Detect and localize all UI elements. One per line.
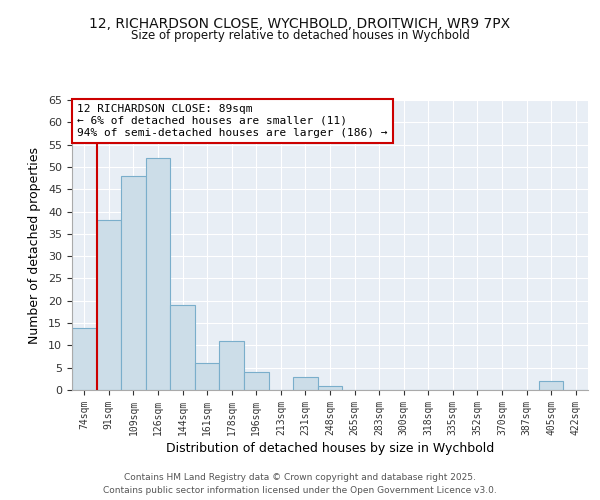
- Bar: [121, 176, 146, 390]
- Bar: [244, 372, 269, 390]
- Bar: [170, 305, 195, 390]
- Bar: [195, 363, 220, 390]
- Text: Contains HM Land Registry data © Crown copyright and database right 2025.
Contai: Contains HM Land Registry data © Crown c…: [103, 474, 497, 495]
- Bar: [97, 220, 121, 390]
- Bar: [72, 328, 97, 390]
- Text: Size of property relative to detached houses in Wychbold: Size of property relative to detached ho…: [131, 28, 469, 42]
- Bar: [293, 376, 318, 390]
- X-axis label: Distribution of detached houses by size in Wychbold: Distribution of detached houses by size …: [166, 442, 494, 455]
- Bar: [146, 158, 170, 390]
- Y-axis label: Number of detached properties: Number of detached properties: [28, 146, 41, 344]
- Text: 12 RICHARDSON CLOSE: 89sqm
← 6% of detached houses are smaller (11)
94% of semi-: 12 RICHARDSON CLOSE: 89sqm ← 6% of detac…: [77, 104, 388, 138]
- Text: 12, RICHARDSON CLOSE, WYCHBOLD, DROITWICH, WR9 7PX: 12, RICHARDSON CLOSE, WYCHBOLD, DROITWIC…: [89, 18, 511, 32]
- Bar: [318, 386, 342, 390]
- Bar: [539, 381, 563, 390]
- Bar: [220, 341, 244, 390]
